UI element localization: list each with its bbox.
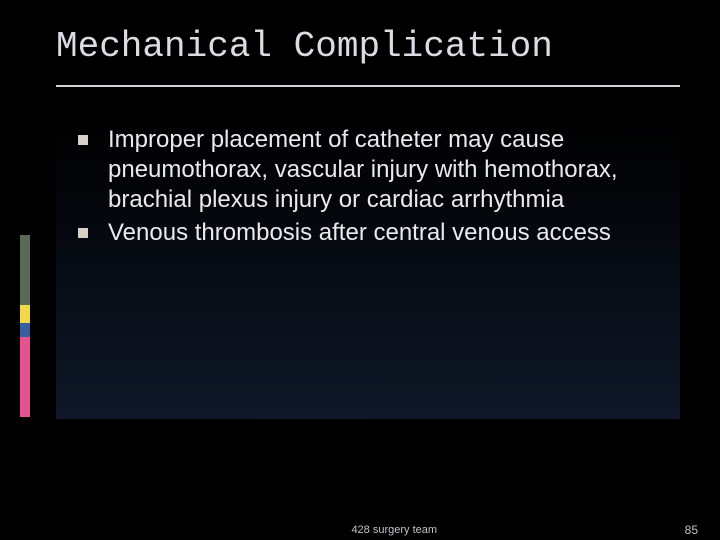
slide-title: Mechanical Complication	[56, 26, 680, 67]
title-underline	[56, 85, 680, 87]
footer-text: 428 surgery team	[351, 524, 437, 536]
slide: Mechanical Complication Improper placeme…	[28, 8, 708, 528]
bullet-item: Improper placement of catheter may cause…	[104, 125, 680, 214]
bullet-list: Improper placement of catheter may cause…	[104, 119, 680, 248]
bullet-item: Venous thrombosis after central venous a…	[104, 218, 680, 248]
page-number: 85	[685, 523, 698, 537]
title-block: Mechanical Complication	[28, 8, 708, 79]
content-area: Improper placement of catheter may cause…	[56, 119, 680, 419]
